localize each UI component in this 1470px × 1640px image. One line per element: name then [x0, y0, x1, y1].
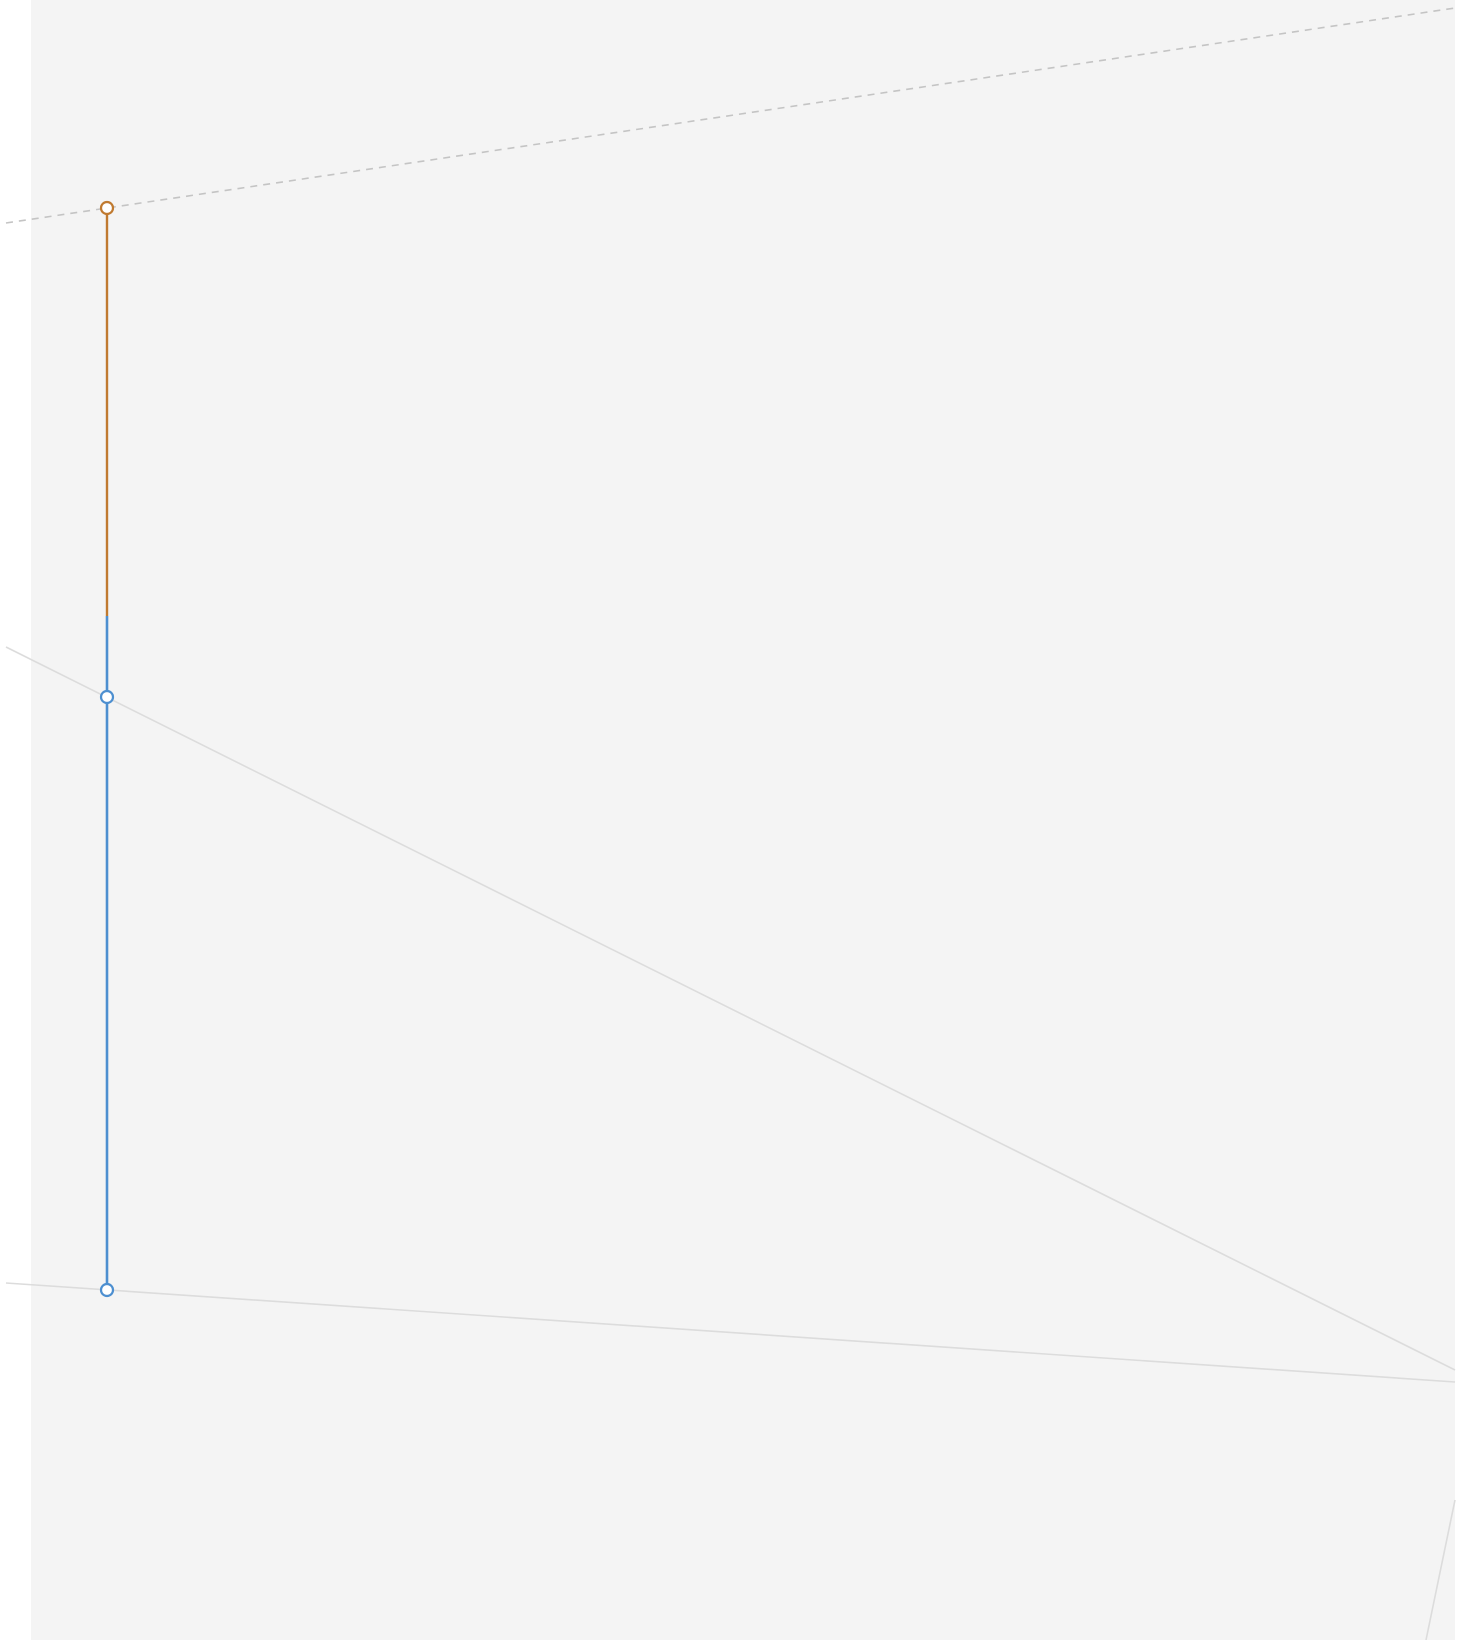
dashed-guide-line [5, 7, 1456, 224]
right-margin [1455, 0, 1470, 1640]
orange-handle-icon[interactable] [99, 200, 115, 216]
drawing-canvas[interactable] [31, 0, 1455, 1640]
corner-guide-line [1425, 1499, 1456, 1640]
blue-handle-bottom-icon[interactable] [99, 1282, 115, 1298]
diagonal-guide-line [5, 646, 1456, 1371]
baseline-guide-line [5, 1282, 1456, 1383]
left-margin [0, 0, 31, 1640]
blue-handle-top-icon[interactable] [99, 689, 115, 705]
